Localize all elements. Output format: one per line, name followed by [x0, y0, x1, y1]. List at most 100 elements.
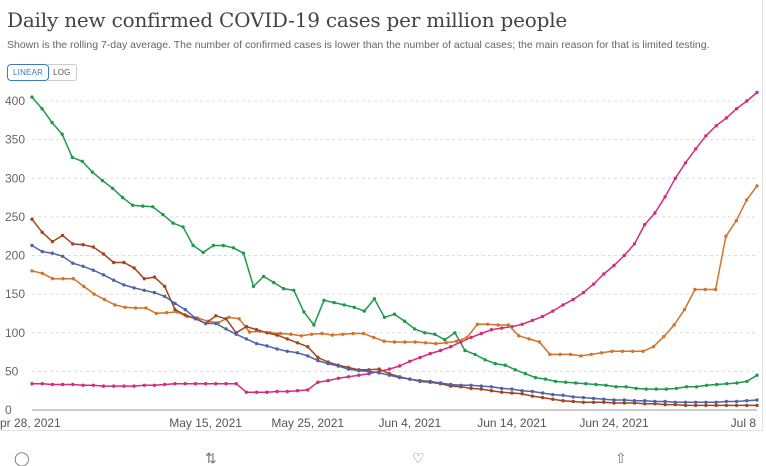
data-point: [241, 251, 246, 255]
data-point: [295, 341, 300, 345]
data-point: [412, 327, 417, 331]
y-tick-label: 300: [5, 171, 25, 185]
data-point: [663, 402, 667, 407]
y-tick-label: 50: [5, 364, 19, 378]
data-point: [602, 397, 606, 401]
data-point: [326, 361, 330, 366]
data-point: [122, 283, 126, 287]
chart-card: Daily new confirmed COVID-19 cases per m…: [0, 0, 763, 431]
data-point: [632, 399, 637, 403]
data-point: [672, 323, 676, 327]
series-points-0: [30, 95, 759, 391]
data-point: [643, 222, 647, 227]
scale-toggle: LINEAR LOG: [7, 64, 77, 81]
series-points-2: [30, 184, 759, 358]
data-point: [724, 399, 729, 404]
data-point: [493, 361, 497, 366]
data-point: [61, 277, 65, 281]
data-point: [40, 107, 44, 111]
data-point: [247, 330, 252, 334]
data-point: [387, 373, 392, 377]
series-line-4: [31, 244, 758, 404]
data-point: [346, 375, 351, 379]
data-point: [133, 306, 138, 310]
data-point: [571, 297, 575, 302]
data-point: [571, 399, 575, 404]
data-point: [312, 323, 316, 327]
like-icon[interactable]: ♡: [412, 450, 425, 466]
data-point: [234, 382, 238, 386]
data-point: [40, 249, 44, 254]
reply-icon[interactable]: ◯: [14, 450, 30, 466]
data-point: [475, 322, 480, 326]
data-point: [299, 334, 303, 338]
data-point: [216, 321, 221, 325]
data-point: [372, 335, 376, 340]
retweet-icon[interactable]: ⇅: [205, 450, 217, 466]
data-point: [295, 389, 300, 393]
data-point: [60, 132, 64, 136]
data-point: [60, 233, 65, 238]
log-scale-button[interactable]: LOG: [48, 64, 77, 81]
data-point: [579, 354, 583, 358]
data-point: [113, 303, 117, 307]
data-point: [342, 303, 346, 307]
data-point: [500, 326, 504, 330]
data-point: [561, 393, 565, 397]
data-point: [132, 266, 136, 270]
data-point: [540, 314, 545, 319]
data-point: [624, 385, 628, 389]
data-point: [561, 399, 565, 403]
data-point: [265, 331, 269, 335]
data-point: [361, 331, 366, 336]
data-point: [463, 348, 467, 353]
data-point: [653, 211, 657, 215]
data-point: [745, 403, 749, 408]
linear-scale-button[interactable]: LINEAR: [7, 64, 50, 81]
data-point: [203, 382, 208, 386]
data-point: [662, 334, 666, 339]
data-point: [254, 341, 259, 346]
data-point: [734, 403, 739, 408]
data-point: [30, 217, 34, 221]
series-lines: [30, 90, 759, 408]
data-point: [362, 309, 366, 313]
data-point: [306, 345, 310, 349]
data-point: [80, 159, 85, 163]
data-point: [755, 184, 759, 188]
data-point: [306, 354, 310, 358]
data-point: [332, 300, 336, 305]
data-point: [724, 116, 729, 120]
y-tick-label: 200: [5, 249, 25, 263]
series-points-4: [30, 243, 759, 404]
data-point: [683, 403, 688, 408]
x-tick-label: Jun 24, 2021: [579, 416, 649, 430]
data-point: [714, 124, 718, 128]
data-point: [581, 400, 586, 404]
data-point: [173, 307, 177, 312]
data-point: [530, 394, 535, 398]
data-point: [282, 287, 286, 291]
data-point: [755, 90, 759, 95]
data-point: [101, 273, 106, 277]
data-point: [60, 254, 65, 258]
x-tick-label: Apr 28, 2021: [0, 416, 61, 430]
data-point: [513, 368, 517, 372]
data-point: [622, 398, 626, 402]
data-point: [489, 328, 494, 332]
share-icon[interactable]: ⇧: [615, 450, 627, 466]
data-point: [745, 379, 749, 384]
data-point: [705, 383, 709, 387]
data-point: [50, 251, 55, 255]
data-point: [620, 349, 625, 353]
x-tick-label: May 15, 2021: [169, 416, 242, 430]
data-point: [479, 387, 483, 391]
y-tick-label: 400: [5, 94, 25, 108]
series-line-1: [32, 91, 758, 393]
data-point: [438, 381, 443, 385]
data-point: [473, 352, 477, 357]
data-point: [372, 297, 377, 301]
data-point: [322, 298, 326, 302]
data-point: [682, 307, 687, 312]
